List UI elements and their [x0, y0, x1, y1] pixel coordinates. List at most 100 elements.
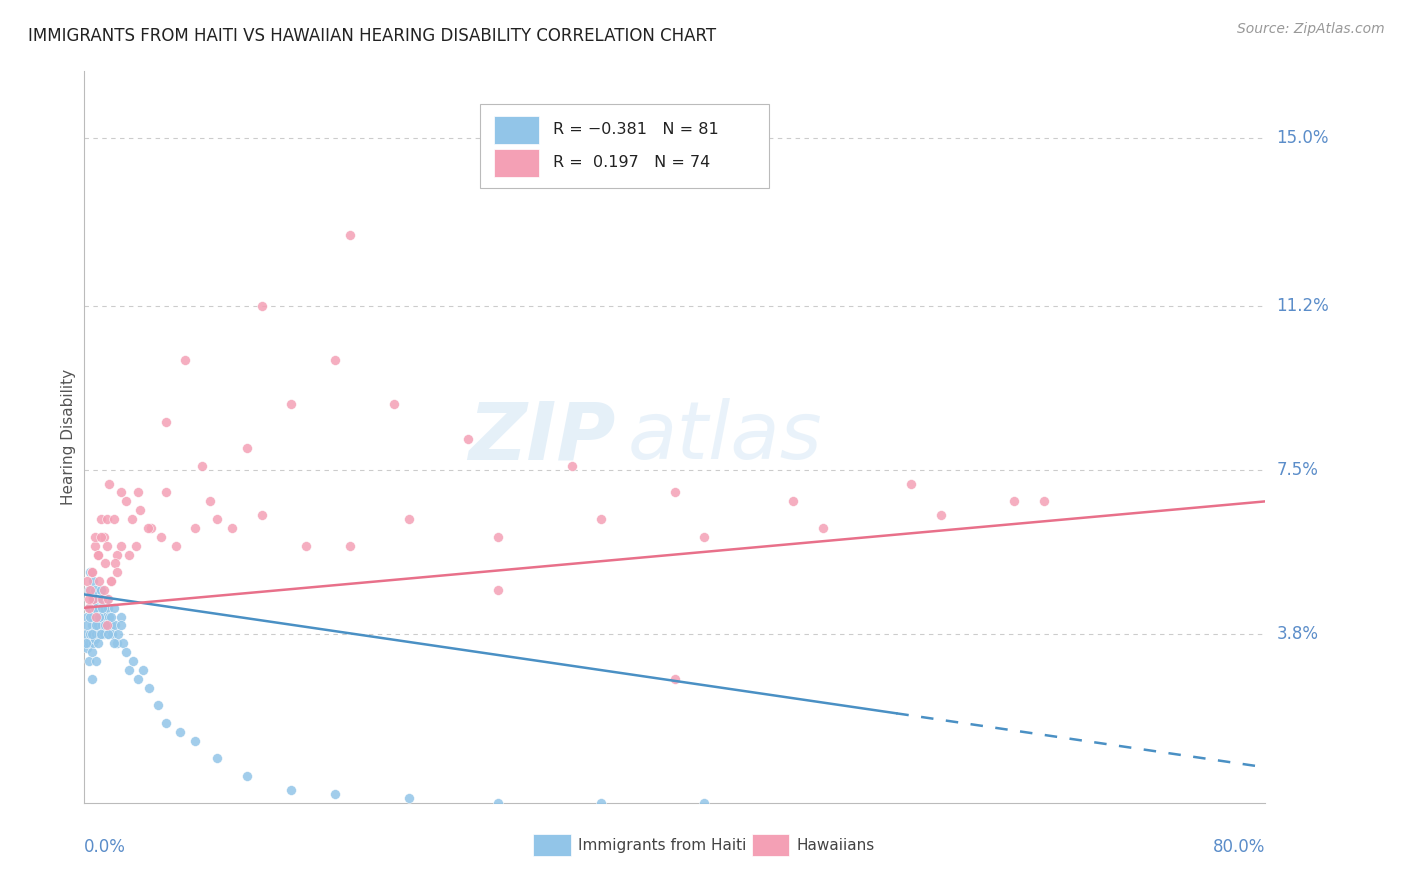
Point — [79, 600, 101, 615]
Point — [83, 632, 105, 646]
Point — [91, 591, 114, 606]
Point — [77, 600, 100, 615]
Point — [236, 769, 259, 783]
Text: 3.8%: 3.8% — [1277, 625, 1319, 643]
Point — [83, 600, 105, 615]
Point — [148, 698, 170, 713]
Point — [100, 609, 122, 624]
Point — [125, 539, 148, 553]
Point — [84, 654, 107, 668]
Point — [398, 791, 420, 805]
Point — [114, 494, 136, 508]
Point — [280, 782, 302, 797]
Point — [90, 627, 112, 641]
Point — [900, 476, 922, 491]
Point — [110, 485, 132, 500]
Point — [561, 458, 583, 473]
Point — [83, 530, 105, 544]
Point — [84, 609, 107, 624]
Text: Immigrants from Haiti: Immigrants from Haiti — [578, 838, 747, 853]
Point — [80, 618, 103, 632]
Point — [94, 609, 117, 624]
Point — [118, 663, 141, 677]
Text: ZIP: ZIP — [468, 398, 616, 476]
Point — [87, 600, 111, 615]
Point — [103, 512, 125, 526]
Point — [76, 640, 98, 655]
Point — [155, 485, 177, 500]
Point — [103, 636, 125, 650]
Point — [250, 508, 273, 522]
Point — [83, 609, 105, 624]
Point — [86, 548, 108, 562]
Text: IMMIGRANTS FROM HAITI VS HAWAIIAN HEARING DISABILITY CORRELATION CHART: IMMIGRANTS FROM HAITI VS HAWAIIAN HEARIN… — [28, 27, 716, 45]
Point — [76, 609, 98, 624]
Point — [221, 521, 243, 535]
Point — [82, 574, 104, 589]
Point — [339, 539, 361, 553]
Point — [97, 591, 120, 606]
Point — [75, 627, 97, 641]
Point — [811, 521, 834, 535]
Point — [150, 530, 173, 544]
Point — [77, 654, 100, 668]
Point — [236, 441, 259, 455]
Point — [79, 582, 101, 597]
Point — [184, 733, 207, 747]
Point — [84, 600, 107, 615]
Y-axis label: Hearing Disability: Hearing Disability — [60, 369, 76, 505]
Point — [105, 636, 128, 650]
Point — [76, 574, 98, 589]
Point — [138, 681, 160, 695]
Point — [77, 591, 100, 606]
Point — [83, 539, 105, 553]
Point — [80, 591, 103, 606]
Point — [82, 591, 104, 606]
Point — [91, 618, 114, 632]
Point — [191, 458, 214, 473]
Point — [114, 645, 136, 659]
Point — [486, 582, 509, 597]
Point — [110, 618, 132, 632]
Point — [97, 600, 120, 615]
Point — [97, 627, 120, 641]
FancyBboxPatch shape — [494, 149, 538, 177]
Text: 80.0%: 80.0% — [1213, 838, 1265, 856]
Point — [76, 618, 98, 632]
Text: atlas: atlas — [627, 398, 823, 476]
Point — [98, 476, 121, 491]
Text: 0.0%: 0.0% — [84, 838, 127, 856]
Point — [87, 574, 111, 589]
Point — [96, 512, 118, 526]
Point — [118, 548, 141, 562]
Point — [83, 582, 105, 597]
Point — [87, 609, 111, 624]
Point — [90, 512, 112, 526]
Point — [132, 663, 155, 677]
Point — [79, 566, 101, 580]
Point — [98, 609, 121, 624]
Point — [929, 508, 952, 522]
Point — [79, 609, 101, 624]
Point — [693, 530, 716, 544]
Point — [129, 503, 152, 517]
Text: 15.0%: 15.0% — [1277, 128, 1329, 147]
Point — [75, 636, 97, 650]
Point — [94, 557, 117, 571]
Point — [110, 609, 132, 624]
Point — [100, 574, 122, 589]
Point — [139, 521, 162, 535]
Point — [84, 618, 107, 632]
Point — [80, 627, 103, 641]
Point — [591, 796, 613, 810]
Point — [100, 618, 122, 632]
Point — [96, 618, 118, 632]
Point — [80, 566, 103, 580]
Point — [398, 512, 420, 526]
Point — [250, 299, 273, 313]
Point — [100, 574, 122, 589]
Point — [82, 636, 104, 650]
Point — [93, 600, 115, 615]
Text: Source: ZipAtlas.com: Source: ZipAtlas.com — [1237, 22, 1385, 37]
Point — [97, 627, 120, 641]
